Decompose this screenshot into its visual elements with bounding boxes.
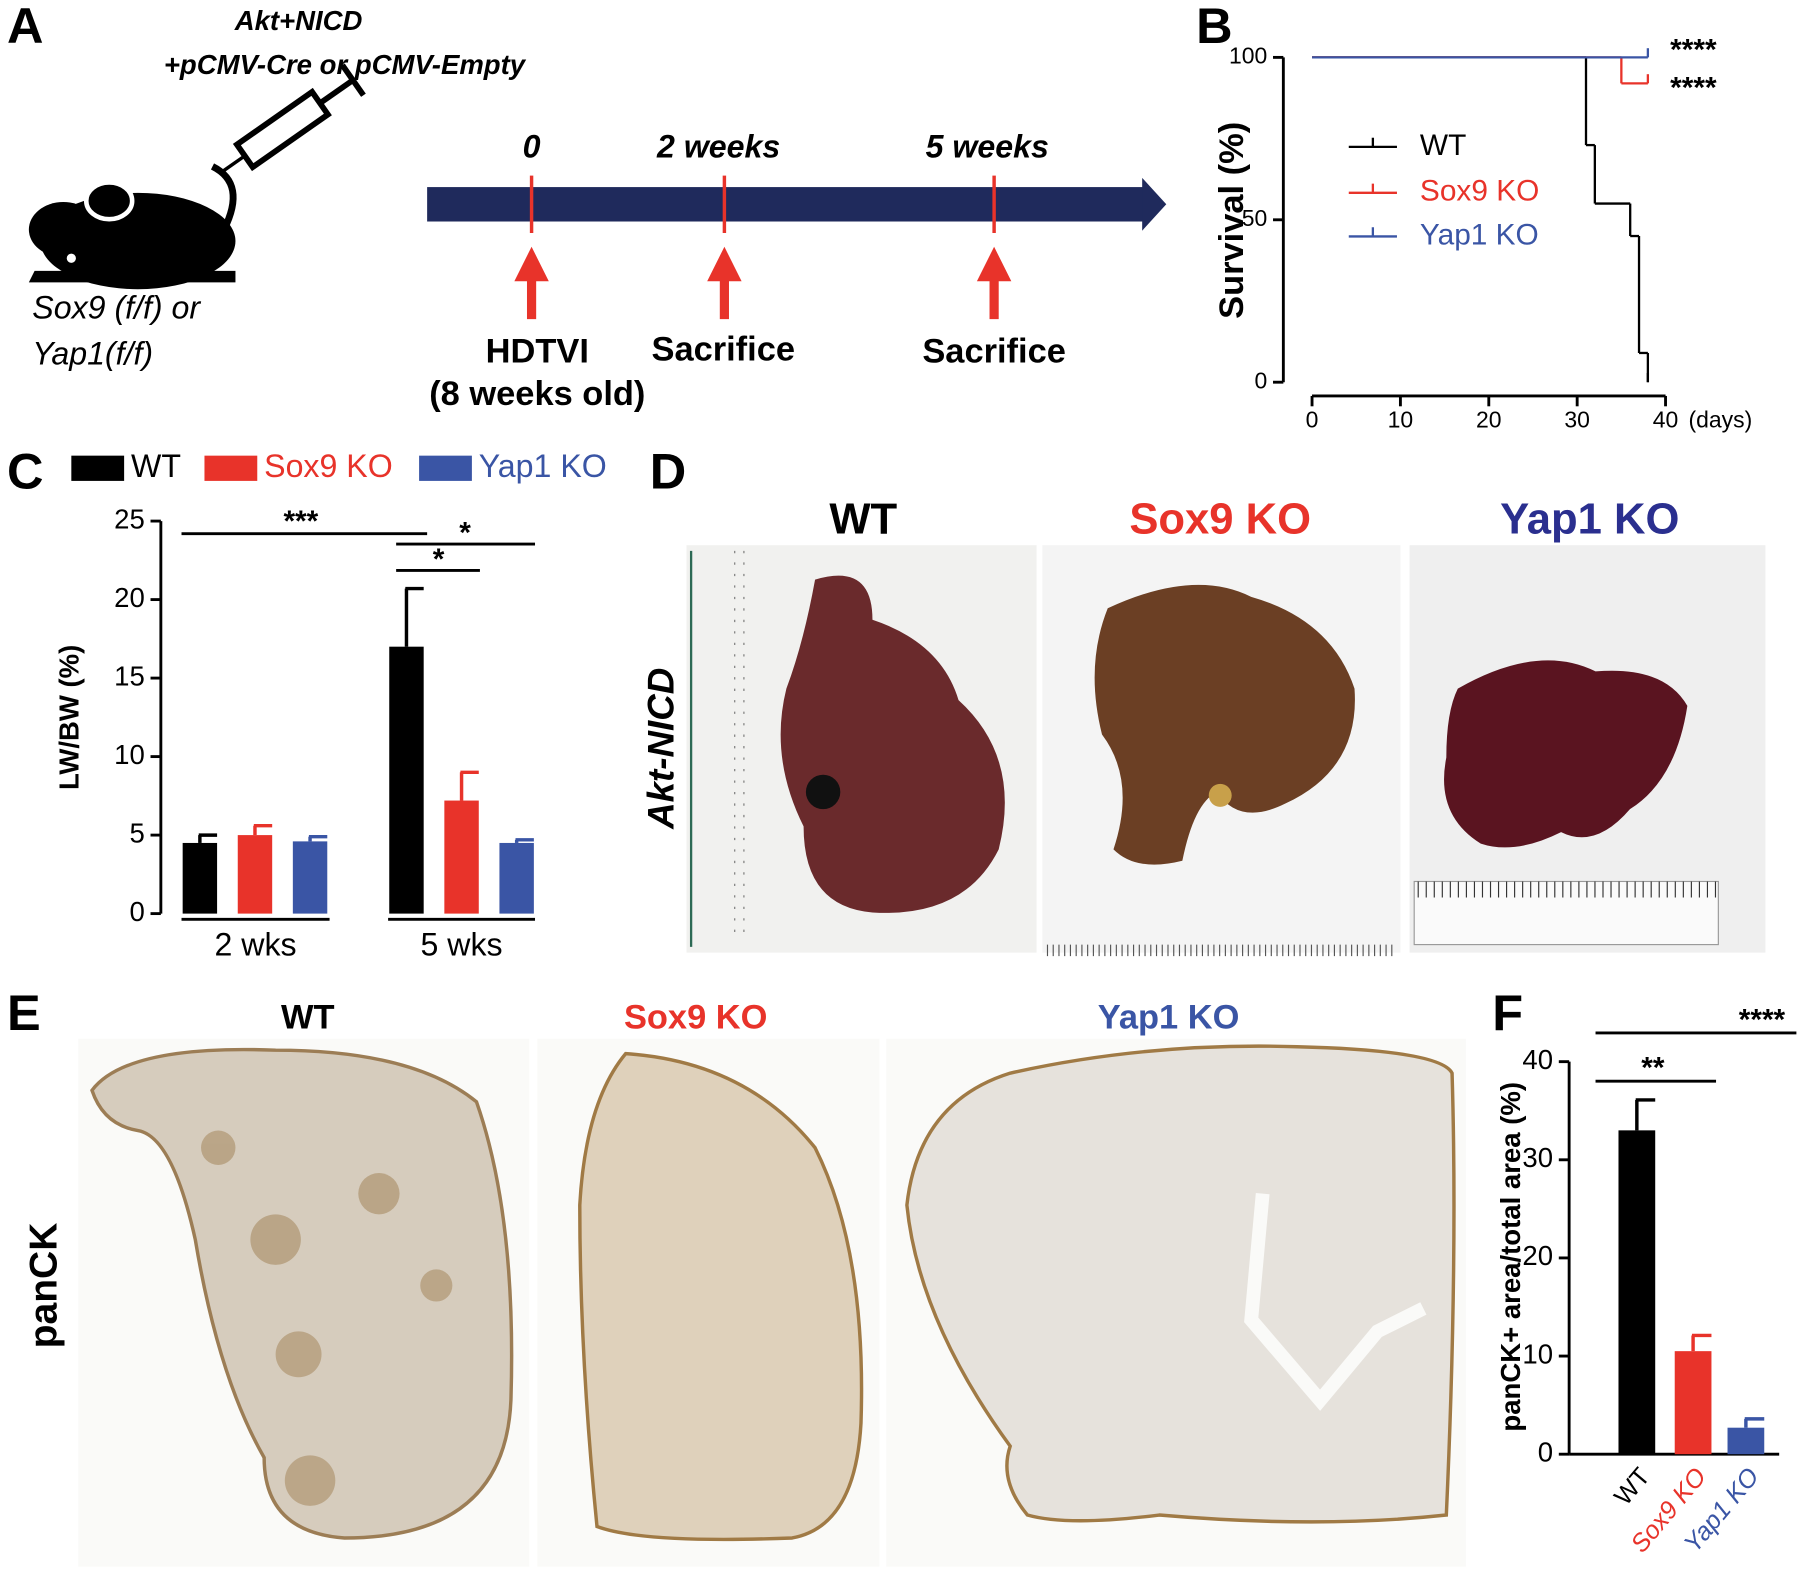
syringe [220, 63, 366, 174]
column-title: Sox9 KO [1129, 496, 1311, 544]
bar [182, 842, 218, 914]
significance: *** [283, 505, 318, 538]
event: Sacrifice [651, 330, 795, 368]
y-tick-label: 5 [129, 817, 144, 848]
row-title: panCK [22, 1223, 65, 1349]
mouse-icon [28, 163, 237, 290]
event: (8 weeks old) [429, 375, 645, 413]
x-tick-label: WT [1609, 1463, 1656, 1511]
legend-label: WT [131, 448, 181, 484]
y-tick-label: 30 [1522, 1142, 1553, 1173]
y-axis-label: panCK+ area/total area (%) [1495, 1082, 1526, 1432]
y-tick-label: 25 [114, 503, 145, 534]
bar [1618, 1130, 1656, 1455]
bar [1727, 1427, 1765, 1455]
x-axis-label: (days) [1689, 406, 1753, 432]
panel-letter: B [1196, 0, 1232, 54]
legend-label: WT [1420, 129, 1466, 162]
liver-photos [686, 545, 1766, 957]
panel-letter: C [7, 443, 43, 500]
y-tick-label: 0 [129, 896, 144, 927]
y-axis-label: Survival (%) [1213, 122, 1251, 319]
y-tick-label: 40 [1522, 1044, 1553, 1075]
column-title: WT [829, 496, 897, 544]
event: HDTVI [486, 333, 589, 371]
mouse-label: Sox9 (f/f) or [32, 289, 201, 325]
row-title: Akt-NICD [640, 668, 681, 830]
x-tick-label: 40 [1653, 406, 1679, 432]
mouse-label: Yap1(f/f) [32, 335, 153, 371]
panel-letter: E [7, 984, 41, 1041]
y-tick-label: 10 [1522, 1338, 1553, 1369]
panel-letter: F [1492, 984, 1523, 1041]
bar [444, 800, 479, 914]
timepoint: 2 weeks [656, 129, 780, 165]
significance: ** [1641, 1052, 1665, 1085]
legend-label: Yap1 KO [1420, 218, 1539, 251]
x-tick-label: 0 [1306, 406, 1319, 432]
x-tick-label: 10 [1388, 406, 1414, 432]
event: Sacrifice [922, 333, 1066, 371]
legend-label: Sox9 KO [264, 448, 393, 484]
x-tick-label: 2 wks [214, 926, 296, 962]
significance: **** [1670, 71, 1717, 104]
legend-swatch [419, 455, 472, 481]
column-title: Sox9 KO [624, 998, 767, 1036]
bar [292, 841, 328, 914]
timeline [427, 175, 1167, 320]
x-tick-label: 30 [1564, 406, 1590, 432]
y-tick-label: 0 [1538, 1436, 1553, 1467]
significance: * [433, 543, 445, 576]
bar [1674, 1351, 1712, 1455]
significance: * [459, 517, 471, 550]
y-tick-label: 20 [114, 582, 145, 613]
bar [499, 842, 534, 914]
y-tick-label: 100 [1229, 42, 1267, 68]
column-title: Yap1 KO [1098, 998, 1240, 1036]
panel-letter: A [7, 0, 43, 54]
column-title: WT [281, 998, 335, 1036]
legend-swatch [71, 455, 125, 481]
timepoint: 0 [523, 129, 541, 165]
y-tick-label: 50 [1242, 205, 1268, 231]
timepoint: 5 weeks [926, 129, 1049, 165]
y-axis-label: LW/BW (%) [54, 645, 85, 790]
legend-label: Sox9 KO [1420, 175, 1539, 208]
legend-swatch [204, 455, 258, 481]
y-tick-label: 0 [1255, 367, 1268, 393]
injection-label: Akt+NICD [234, 5, 363, 36]
x-tick-label: 5 wks [420, 926, 502, 962]
significance: **** [1739, 1003, 1786, 1036]
y-tick-label: 10 [114, 739, 145, 770]
significance: **** [1670, 34, 1717, 67]
panel-letter: D [650, 443, 686, 500]
histology-images [78, 1038, 1466, 1567]
bar [389, 646, 424, 914]
y-tick-label: 15 [114, 660, 145, 691]
bar [237, 835, 273, 914]
y-tick-label: 20 [1522, 1240, 1553, 1271]
x-tick-label: 20 [1476, 406, 1502, 432]
column-title: Yap1 KO [1500, 496, 1679, 544]
legend-label: Yap1 KO [479, 448, 607, 484]
